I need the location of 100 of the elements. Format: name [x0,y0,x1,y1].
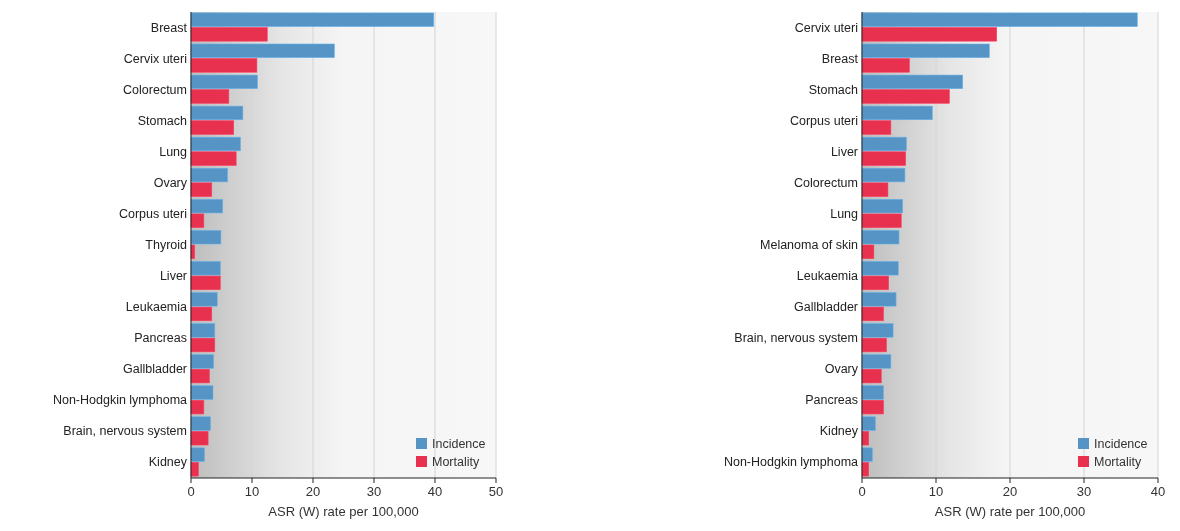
bar [190,12,435,27]
x-tick-label: 30 [366,484,382,499]
bar [861,167,906,183]
y-tick-label: Ovary [153,175,188,190]
x-tick-label: 10 [928,484,944,499]
bar [190,167,228,183]
y-tick-label: Corpus uteri [789,113,858,128]
y-tick-label: Pancreas [134,331,187,346]
bar [190,416,211,431]
bar [190,74,258,89]
legend-label: Incidence [432,437,486,451]
bar [190,447,205,462]
bar [190,151,237,166]
x-tick-label: 40 [1150,484,1166,499]
bar [861,292,897,307]
y-tick-label: Kidney [148,455,188,470]
bar [190,230,222,245]
bar [861,74,963,89]
bar [190,368,210,384]
bar [190,43,335,58]
bar [190,105,244,121]
bar [861,12,1138,27]
bar [190,58,258,73]
bar [190,462,199,477]
bar [190,337,216,353]
x-tick-label: 20 [1002,484,1018,499]
bar [861,306,884,322]
bar [861,385,884,400]
x-tick-label: 20 [305,484,321,499]
y-tick-label: Liver [830,144,858,159]
y-tick-label: Stomach [808,82,859,97]
bar [861,27,997,42]
y-tick-label: Leukaemia [125,300,188,315]
y-tick-label: Corpus uteri [118,206,187,221]
bar [861,58,910,73]
y-tick-label: Brain, nervous system [734,331,858,346]
y-tick-label: Lung [830,206,859,221]
bar [190,182,213,197]
legend-label: Mortality [1094,455,1142,469]
bar [190,354,214,369]
bar [861,323,894,338]
x-tick-label: 50 [488,484,504,499]
y-tick-label: Breast [150,20,188,35]
y-tick-label: Stomach [137,113,188,128]
bar [190,275,221,290]
y-tick-label: Non-Hodgkin lymphoma [52,393,188,408]
bar [190,89,230,104]
bar [861,447,873,462]
bar [861,400,884,415]
bar [190,323,216,338]
y-tick-label: Ovary [824,362,859,377]
bar [190,306,213,322]
bar [190,120,234,135]
bar [861,261,899,276]
bar [190,292,218,307]
y-tick-label: Gallbladder [123,362,187,377]
bar [861,89,950,104]
y-tick-label: Leukaemia [796,269,859,284]
bar [190,400,205,415]
bar [861,230,900,245]
bar [861,275,889,290]
bar [861,105,933,121]
y-tick-label: Kidney [819,424,859,439]
bar [861,213,902,228]
bar [861,136,907,152]
legend-label: Incidence [1094,437,1148,451]
y-tick-label: Non-Hodgkin lymphoma [723,455,859,470]
y-tick-label: Gallbladder [794,300,858,315]
y-tick-label: Thyroid [145,238,188,252]
legend-label: Mortality [432,455,480,469]
bar [861,43,990,58]
y-tick-label: Liver [159,269,187,284]
x-tick-label: 0 [858,484,866,499]
y-tick-label: Melanoma of skin [760,238,859,252]
bar [190,261,221,276]
bar [190,385,214,400]
x-axis-title: ASR (W) rate per 100,000 [268,504,419,519]
bar [861,120,892,135]
bar [861,368,882,384]
x-tick-label: 30 [1076,484,1092,499]
y-tick-label: Pancreas [805,393,858,408]
bar [190,27,268,42]
x-tick-label: 10 [244,484,260,499]
x-tick-label: 40 [427,484,443,499]
x-tick-label: 0 [187,484,195,499]
bar [190,136,241,152]
y-tick-label: Colorectum [123,82,187,97]
bar [190,199,224,214]
bar [861,151,906,166]
bar [861,337,887,353]
bar [861,354,892,369]
x-axis-title: ASR (W) rate per 100,000 [934,504,1086,519]
y-tick-label: Breast [821,51,859,66]
bar [861,416,876,431]
y-tick-label: Lung [159,144,188,159]
bar [861,199,903,214]
y-tick-label: Cervix uteri [794,20,858,35]
bar [861,244,875,259]
y-tick-label: Brain, nervous system [63,424,187,439]
bar [190,213,205,228]
